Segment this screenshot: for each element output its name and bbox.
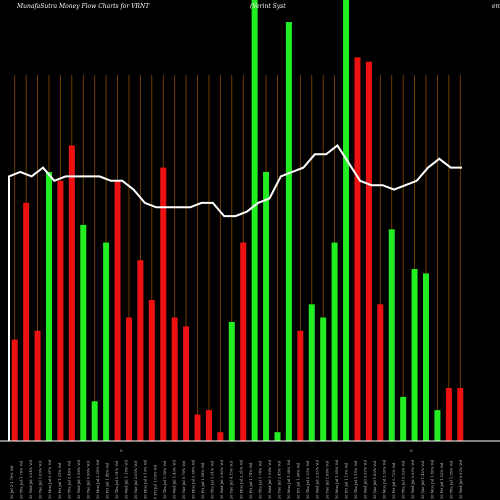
x-tick-label: 20 Wed Jul 2.05% Vol [316,459,320,499]
volume-bar [160,167,167,441]
x-tick-label: 20 Thu Jul 1.74% Vol [258,460,262,499]
volume-bar [68,145,75,441]
volume-bar [343,0,350,441]
volume-bar [285,22,292,442]
x-tick-label: 20 Wed Jul 1.43% Vol [172,459,176,499]
volume-bar [240,242,247,441]
x-tick-label: 20 Mon Jul 2.99% Vol [96,459,100,499]
volume-bars [11,0,464,442]
volume-bar [91,401,98,441]
x-tick-label: 20 Wed Jul 0.93% Vol [411,459,415,499]
volume-bar [103,242,110,441]
x-tick-label: 20 Fri Jul 1.13% Vol [344,462,348,499]
volume-bar [331,242,338,441]
volume-bar [457,388,464,441]
x-tick-label: 20 Tue Jul 2.45% Vol [278,460,282,499]
volume-bar [320,317,327,441]
volume-bar [125,317,132,441]
x-tick-label: 20 Tue Jul 4.15% Vol [230,460,234,499]
volume-bar [251,0,258,441]
corner-text: em [492,3,500,10]
x-tick-label: 20 Fri Jul 1.58% Vol [201,462,205,499]
volume-bar [183,326,190,441]
volume-bar [423,273,430,441]
x-tick-label: 20 Mon Jul 2.31% Vol [239,459,243,499]
x-tick-label: 20 Wed Jul 1.18% Vol [125,459,129,499]
volume-bar [400,396,407,441]
x-tick-label: 20 Thu Jul 0.91% Vol [115,460,119,499]
x-tick-label: 20 Fri Jul 1.52% Vol [440,462,444,499]
volume-bar [171,317,178,441]
x-tick-label: 20 Thu Jul 1.36% Vol [163,460,167,499]
volume-bar [137,260,144,441]
x-tick-label: 20 Thu Jul 2.46% Vol [67,460,71,499]
x-tick-label: 20 Wed Jul 0.92% Vol [364,459,368,499]
x-tick-label: 20 Tue Jul 1.83% Vol [373,460,377,499]
volume-bar [365,61,372,442]
volume-bar [388,229,395,441]
volume-bar [45,171,52,442]
volume-bar [194,414,201,441]
x-tick-label: 20 Thu Jul 0.23% Vol [306,460,310,499]
x-tick-label: 20 Jul 2-1.76% Vol [10,465,14,499]
volume-bar [114,180,121,441]
volume-bar [308,304,315,441]
volume-bar [57,180,64,441]
x-tick-label: 20 Thu Jul 0.93% Vol [402,460,406,499]
x-tick-label: 20 Tue Jul 0.76% Vol [182,460,186,499]
x-tick-label: 20 Mon Jul 2.08% Vol [192,459,196,499]
volume-bar [205,410,212,441]
x-tick-label: 20 Tue Jul 1.69% Vol [39,460,43,499]
x-tick-label: 20 Fri Jul 1.91% Vol [58,462,62,499]
volume-bar [274,432,281,441]
volume-bar [445,388,452,441]
volume-bar [217,432,224,441]
volume-bar [263,171,270,442]
x-tick-label: 20 Mon Jul 0.13% Vol [144,459,148,499]
chart-subtitle: (Verint Syst [250,3,286,10]
x-tick-label: 20 Mon Jul 1.80% Vol [430,459,434,499]
x-tick-label: 20 Fri Jul 1.06% Vol [297,462,301,499]
volume-bar [354,57,361,442]
x-tick-label: 20 Fri Jul 0.72% Vol [392,462,396,499]
x-tick-label: 20 Tue Jul 0.96% Vol [86,460,90,499]
volume-bar [80,224,87,441]
axis-marker-right: 0 [410,448,413,453]
x-tick-label: 20 Tue Jul 1.42% Vol [421,460,425,499]
x-tick-label: 20 Fri Jul 1.74% Vol [249,462,253,499]
x-tick-label: 20 Tue Jul 3.05% Vol [134,460,138,499]
x-tick-label: 20 Wed Jul 1.98% Vol [268,459,272,499]
x-tick-label: 20 Thu Jul 1.15% Vol [354,460,358,499]
x-tick-label: 20 Wed Jul 1.98% Vol [77,459,81,499]
axis-marker-left: 0 [120,448,123,453]
x-tick-label: 20 Wed Jul 0.62% Vol [459,459,463,499]
volume-bar [228,321,235,441]
x-tick-label: 0 Fri Jul 1.03% Vol [153,464,157,499]
chart-title: MunafaSutra Money Flow Charts for VRNT [16,3,150,10]
volume-bar [34,330,41,441]
x-tick-label: 20 Fri Jul 1.45% Vol [106,462,110,499]
volume-bar [297,330,304,441]
x-tick-label: 20 Mon Jul 1.08% Vol [287,459,291,499]
money-flow-line [8,144,462,441]
x-tick-label: 20 Tue Jul 1.68% Vol [325,460,329,499]
x-tick-label: 20 Thu Jul 1.95% Vol [449,460,453,499]
x-tick-label: 20 Thu Jul-1.76% Vol [20,460,24,499]
x-tick-labels: 20 Jul 2-1.76% Vol 20 Thu Jul-1.76% Vol 20… [10,459,463,499]
volume-bar [434,410,441,441]
volume-bar [411,269,418,441]
x-tick-label: 20 Mon Jul 0.91% Vol [48,459,52,499]
volume-bar [377,304,384,441]
x-tick-label: 20 Mon Jul 3.39% Vol [383,459,387,499]
x-tick-label: 20 Thu Jul 1.91% Vol [211,460,215,499]
volume-bar [11,339,18,441]
x-tick-label: 20 Mon Jul 1.95% Vol [335,459,339,499]
x-tick-label: 20 Wed Jul 2.96% Vol [220,459,224,499]
x-tick-label: 20 Wed Jul 3.04% Vol [29,459,33,499]
volume-bar [148,299,155,441]
volume-bar [23,202,30,441]
